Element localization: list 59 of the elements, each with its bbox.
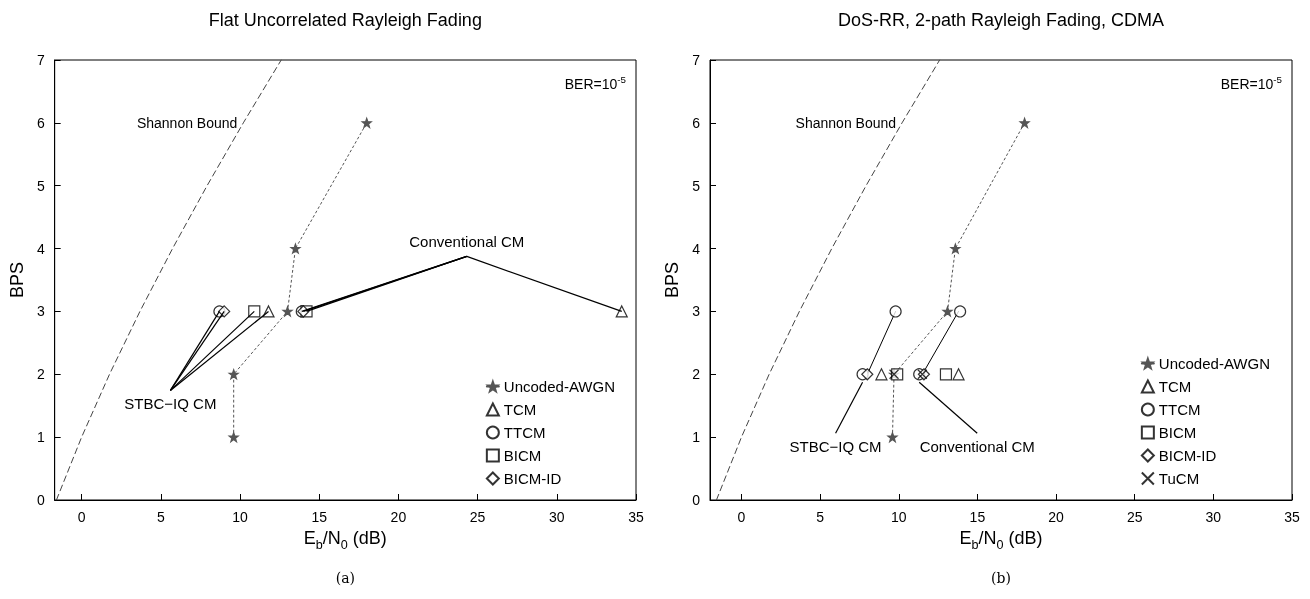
x-tick-label: 30 <box>549 509 565 525</box>
y-tick-label: 2 <box>692 366 701 383</box>
x-tick-label: 15 <box>311 509 328 525</box>
y-tick-label: 0 <box>692 492 701 508</box>
y-tick-label: 4 <box>36 240 45 257</box>
legend-label: TCM <box>1158 378 1192 395</box>
x-tick-label: 25 <box>469 509 486 525</box>
x-tick-label: 30 <box>1205 509 1222 525</box>
x-tick-label: 25 <box>1126 509 1143 525</box>
annotation: BER=10$^{-5}$ <box>1220 74 1282 92</box>
y-tick-label: 1 <box>692 429 701 446</box>
x-tick-label: 10 <box>890 509 907 525</box>
legend-label: TTCM <box>1158 401 1201 418</box>
x-tick-label: 15 <box>969 509 986 525</box>
y-tick-label: 6 <box>692 114 701 131</box>
x-tick-label: 0 <box>737 509 746 525</box>
series-label: Shannon Bound <box>795 114 897 131</box>
series-label: Shannon Bound <box>136 114 238 131</box>
y-tick-label: 4 <box>692 240 701 257</box>
y-axis-title: BPS <box>662 261 683 299</box>
annotation: Conventional CM <box>409 233 525 251</box>
x-tick-label: 5 <box>816 509 825 525</box>
legend-label: TuCM <box>1158 470 1200 487</box>
y-tick-label: 3 <box>36 303 45 320</box>
y-tick-label: 7 <box>692 52 701 68</box>
y-tick-label: 2 <box>36 366 45 383</box>
legend-label: BICM <box>503 447 542 464</box>
annotation: Conventional CM <box>919 438 1035 456</box>
legend-label: Uncoded-AWGN <box>503 378 616 395</box>
y-tick-label: 3 <box>692 303 701 320</box>
chart-title: Flat Uncorrelated Rayleigh Fading <box>208 10 482 31</box>
annotation: STBC−IQ CM <box>124 395 217 413</box>
legend-label: BICM <box>1158 424 1197 441</box>
x-tick-label: 20 <box>1048 509 1065 525</box>
y-axis-title: BPS <box>7 261 27 299</box>
legend-label: BICM-ID <box>1158 447 1217 464</box>
text: (b) <box>991 570 1011 586</box>
y-tick-label: 0 <box>36 492 45 508</box>
y-tick-label: 5 <box>36 177 45 194</box>
x-axis-title: E$_{b}$/N$_{0}$ (dB) <box>959 528 1043 552</box>
x-tick-label: 35 <box>628 509 644 525</box>
legend-label: Uncoded-AWGN <box>1158 355 1271 372</box>
y-tick-label: 6 <box>36 114 45 131</box>
legend-label: BICM-ID <box>503 470 562 487</box>
x-axis-title: E$_{b}$/N$_{0}$ (dB) <box>303 528 387 552</box>
x-tick-label: 0 <box>77 509 86 525</box>
y-tick-label: 1 <box>36 429 45 446</box>
legend-label: TTCM <box>503 424 546 441</box>
x-tick-label: 10 <box>232 509 249 525</box>
legend-label: TCM <box>503 401 537 418</box>
y-tick-label: 5 <box>692 177 701 194</box>
y-tick-label: 7 <box>36 52 45 68</box>
x-tick-label: 35 <box>1284 509 1300 525</box>
annotation: STBC−IQ CM <box>789 438 882 456</box>
x-tick-label: 20 <box>390 509 407 525</box>
text: (a) <box>335 570 355 586</box>
chart-title: DoS-RR, 2-path Rayleigh Fading, CDMA <box>837 10 1165 31</box>
x-tick-label: 5 <box>156 509 165 525</box>
annotation: BER=10$^{-5}$ <box>564 74 626 92</box>
